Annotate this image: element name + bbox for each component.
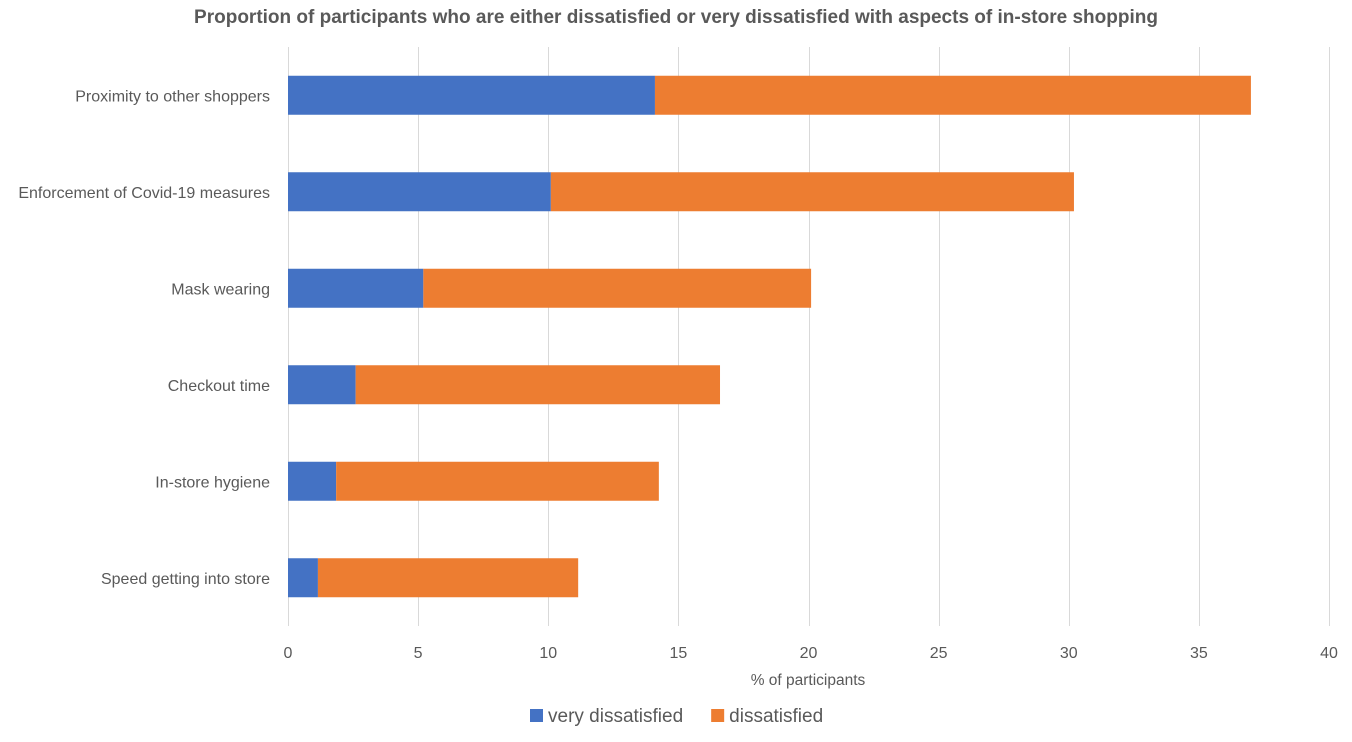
x-tick-label-10: 10 bbox=[539, 645, 557, 662]
bar-dissatisfied-3 bbox=[355, 365, 721, 405]
category-labels: Proximity to other shoppers Enforcement o… bbox=[18, 88, 270, 588]
category-label-1: Enforcement of Covid-19 measures bbox=[18, 185, 270, 202]
x-tick-label-40: 40 bbox=[1320, 645, 1338, 662]
bar-very-dissatisfied-2 bbox=[288, 268, 424, 308]
bar-very-dissatisfied-3 bbox=[288, 365, 356, 405]
bar-very-dissatisfied-5 bbox=[288, 558, 318, 598]
legend-label-very-dissatisfied: very dissatisfied bbox=[548, 706, 683, 727]
legend-swatch-very-dissatisfied bbox=[530, 709, 543, 722]
x-axis-title: % of participants bbox=[751, 672, 866, 689]
bar-very-dissatisfied-4 bbox=[288, 461, 337, 501]
category-label-5: Speed getting into store bbox=[101, 571, 270, 588]
chart-title: Proportion of participants who are eithe… bbox=[194, 7, 1158, 28]
category-label-0: Proximity to other shoppers bbox=[75, 88, 270, 105]
bar-very-dissatisfied-1 bbox=[288, 172, 551, 212]
bar-dissatisfied-1 bbox=[550, 172, 1074, 212]
bars bbox=[288, 75, 1251, 598]
bar-dissatisfied-2 bbox=[423, 268, 812, 308]
legend-swatch-dissatisfied bbox=[711, 709, 725, 722]
bar-dissatisfied-5 bbox=[317, 558, 579, 598]
x-tick-label-15: 15 bbox=[669, 645, 687, 662]
x-tick-label-35: 35 bbox=[1190, 645, 1208, 662]
x-tick-label-20: 20 bbox=[800, 645, 818, 662]
category-label-3: Checkout time bbox=[168, 378, 270, 395]
legend: very dissatisfied dissatisfied bbox=[530, 706, 823, 727]
bar-dissatisfied-0 bbox=[654, 75, 1251, 115]
bar-dissatisfied-4 bbox=[336, 461, 659, 501]
gridlines bbox=[288, 47, 1330, 626]
category-label-4: In-store hygiene bbox=[155, 474, 270, 491]
x-tick-labels: 0 5 10 15 20 25 30 35 40 bbox=[284, 645, 1338, 662]
x-tick-label-25: 25 bbox=[930, 645, 948, 662]
category-label-2: Mask wearing bbox=[171, 281, 270, 298]
bar-very-dissatisfied-0 bbox=[288, 75, 655, 115]
x-tick-label-5: 5 bbox=[414, 645, 423, 662]
legend-label-dissatisfied: dissatisfied bbox=[729, 706, 823, 727]
x-tick-label-30: 30 bbox=[1060, 645, 1078, 662]
x-tick-label-0: 0 bbox=[284, 645, 293, 662]
